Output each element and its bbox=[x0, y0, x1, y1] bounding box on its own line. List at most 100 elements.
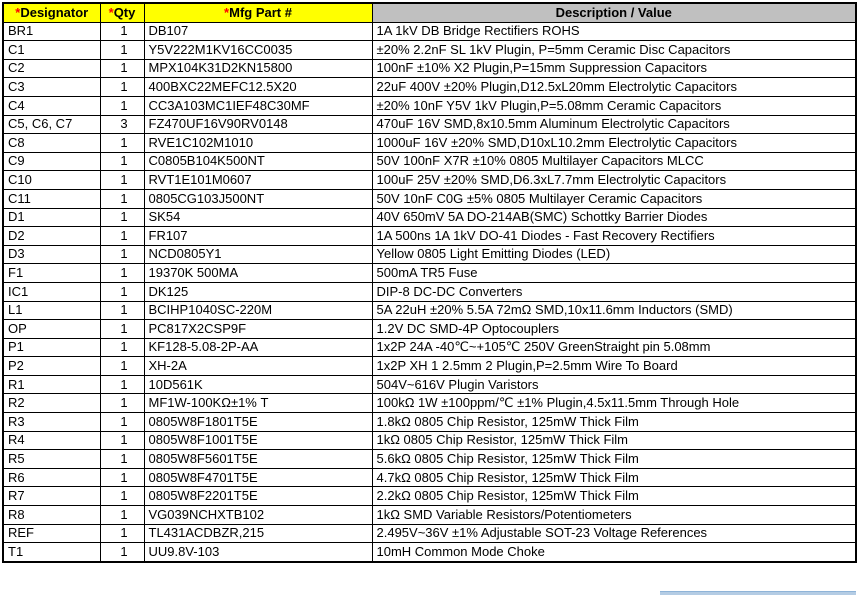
cell-qty: 1 bbox=[99, 374, 145, 395]
cell-designator: REF bbox=[2, 523, 101, 544]
cell-designator: R6 bbox=[2, 467, 101, 488]
cell-qty: 1 bbox=[99, 133, 145, 153]
header-description-label: Description / Value bbox=[555, 4, 672, 20]
header-mfg-part: *Mfg Part # bbox=[143, 2, 373, 23]
cell-mfg-part: RVE1C102M1010 bbox=[143, 133, 373, 153]
cell-mfg-part: NCD0805Y1 bbox=[143, 244, 373, 265]
cell-designator: D3 bbox=[2, 244, 101, 265]
cell-mfg-part: 0805W8F2201T5E bbox=[143, 486, 373, 507]
cell-description: 1.2V DC SMD-4P Optocouplers bbox=[371, 319, 857, 339]
cell-qty: 1 bbox=[99, 542, 145, 563]
header-qty: *Qty bbox=[99, 2, 145, 23]
cell-designator: C11 bbox=[2, 188, 101, 209]
cell-designator: C4 bbox=[2, 95, 101, 116]
table-row: D1 1 SK54 40V 650mV 5A DO-214AB(SMC) Sch… bbox=[2, 207, 857, 228]
cell-description: 50V 100nF X7R ±10% 0805 Multilayer Capac… bbox=[371, 151, 857, 172]
cell-designator: L1 bbox=[2, 300, 101, 321]
cell-mfg-part: RVT1E101M0607 bbox=[143, 170, 373, 190]
cell-qty: 1 bbox=[99, 319, 145, 339]
table-row: P1 1 KF128-5.08-2P-AA 1x2P 24A -40℃~+105… bbox=[2, 337, 857, 358]
cell-qty: 1 bbox=[99, 226, 145, 246]
table-row: T1 1 UU9.8V-103 10mH Common Mode Choke bbox=[2, 542, 857, 563]
cell-qty: 1 bbox=[99, 337, 145, 358]
table-row: BR1 1 DB107 1A 1kV DB Bridge Rectifiers … bbox=[2, 21, 857, 42]
cell-description: 40V 650mV 5A DO-214AB(SMC) Schottky Barr… bbox=[371, 207, 857, 228]
table-row: R4 1 0805W8F1001T5E 1kΩ 0805 Chip Resist… bbox=[2, 430, 857, 451]
cell-description: 5.6kΩ 0805 Chip Resistor, 125mW Thick Fi… bbox=[371, 449, 857, 469]
cell-designator: C5, C6, C7 bbox=[2, 114, 101, 135]
cell-description: 100kΩ 1W ±100ppm/℃ ±1% Plugin,4.5x11.5mm… bbox=[371, 393, 857, 414]
cell-designator: D1 bbox=[2, 207, 101, 228]
cell-designator: C10 bbox=[2, 170, 101, 190]
cell-designator: P1 bbox=[2, 337, 101, 358]
cell-description: 50V 10nF C0G ±5% 0805 Multilayer Ceramic… bbox=[371, 188, 857, 209]
table-row: C9 1 C0805B104K500NT 50V 100nF X7R ±10% … bbox=[2, 151, 857, 172]
cell-mfg-part: 0805W8F1801T5E bbox=[143, 412, 373, 432]
cell-mfg-part: 0805W8F1001T5E bbox=[143, 430, 373, 451]
table-row: C2 1 MPX104K31D2KN15800 100nF ±10% X2 Pl… bbox=[2, 58, 857, 79]
cell-description: 1000uF 16V ±20% SMD,D10xL10.2mm Electrol… bbox=[371, 133, 857, 153]
cell-qty: 1 bbox=[99, 486, 145, 507]
cell-designator: R7 bbox=[2, 486, 101, 507]
table-row: C5, C6, C7 3 FZ470UF16V90RV0148 470uF 16… bbox=[2, 114, 857, 135]
cell-description: 100nF ±10% X2 Plugin,P=15mm Suppression … bbox=[371, 58, 857, 79]
cell-mfg-part: 19370K 500MA bbox=[143, 263, 373, 283]
cell-qty: 1 bbox=[99, 449, 145, 469]
cell-description: Yellow 0805 Light Emitting Diodes (LED) bbox=[371, 244, 857, 265]
cell-description: 1.8kΩ 0805 Chip Resistor, 125mW Thick Fi… bbox=[371, 412, 857, 432]
cell-designator: OP bbox=[2, 319, 101, 339]
cell-mfg-part: 10D561K bbox=[143, 374, 373, 395]
cell-qty: 1 bbox=[99, 467, 145, 488]
cell-qty: 1 bbox=[99, 430, 145, 451]
cell-description: 500mA TR5 Fuse bbox=[371, 263, 857, 283]
cell-designator: R4 bbox=[2, 430, 101, 451]
cell-qty: 1 bbox=[99, 151, 145, 172]
cell-designator: F1 bbox=[2, 263, 101, 283]
cell-description: ±20% 2.2nF SL 1kV Plugin, P=5mm Ceramic … bbox=[371, 40, 857, 60]
cell-qty: 1 bbox=[99, 244, 145, 265]
cell-qty: 1 bbox=[99, 263, 145, 283]
table-row: L1 1 BCIHP1040SC-220M 5A 22uH ±20% 5.5A … bbox=[2, 300, 857, 321]
cell-designator: C3 bbox=[2, 77, 101, 97]
cell-mfg-part: 0805CG103J500NT bbox=[143, 188, 373, 209]
cell-mfg-part: SK54 bbox=[143, 207, 373, 228]
cell-description: 1x2P 24A -40℃~+105℃ 250V GreenStraight p… bbox=[371, 337, 857, 358]
cell-description: 504V~616V Plugin Varistors bbox=[371, 374, 857, 395]
cell-description: 1kΩ 0805 Chip Resistor, 125mW Thick Film bbox=[371, 430, 857, 451]
table-row: D3 1 NCD0805Y1 Yellow 0805 Light Emittin… bbox=[2, 244, 857, 265]
cell-mfg-part: XH-2A bbox=[143, 356, 373, 376]
cell-mfg-part: DB107 bbox=[143, 21, 373, 42]
cell-description: 22uF 400V ±20% Plugin,D12.5xL20mm Electr… bbox=[371, 77, 857, 97]
cell-mfg-part: CC3A103MC1IEF48C30MF bbox=[143, 95, 373, 116]
cell-qty: 1 bbox=[99, 300, 145, 321]
cell-designator: R3 bbox=[2, 412, 101, 432]
cell-qty: 1 bbox=[99, 356, 145, 376]
cell-mfg-part: VG039NCHXTB102 bbox=[143, 505, 373, 525]
cell-description: 2.2kΩ 0805 Chip Resistor, 125mW Thick Fi… bbox=[371, 486, 857, 507]
cell-designator: R1 bbox=[2, 374, 101, 395]
cell-description: 1kΩ SMD Variable Resistors/Potentiometer… bbox=[371, 505, 857, 525]
horizontal-scrollbar-thumb[interactable] bbox=[660, 591, 856, 595]
table-row: C10 1 RVT1E101M0607 100uF 25V ±20% SMD,D… bbox=[2, 170, 857, 190]
table-row: R7 1 0805W8F2201T5E 2.2kΩ 0805 Chip Resi… bbox=[2, 486, 857, 507]
table-row: R6 1 0805W8F4701T5E 4.7kΩ 0805 Chip Resi… bbox=[2, 467, 857, 488]
cell-description: DIP-8 DC-DC Converters bbox=[371, 281, 857, 302]
cell-qty: 1 bbox=[99, 170, 145, 190]
cell-mfg-part: KF128-5.08-2P-AA bbox=[143, 337, 373, 358]
cell-designator: T1 bbox=[2, 542, 101, 563]
header-designator-label: Designator bbox=[20, 4, 89, 20]
required-star: * bbox=[108, 4, 114, 20]
cell-mfg-part: UU9.8V-103 bbox=[143, 542, 373, 563]
cell-mfg-part: FR107 bbox=[143, 226, 373, 246]
cell-description: 1A 1kV DB Bridge Rectifiers ROHS bbox=[371, 21, 857, 42]
cell-mfg-part: MF1W-100KΩ±1% T bbox=[143, 393, 373, 414]
table-row: OP 1 PC817X2CSP9F 1.2V DC SMD-4P Optocou… bbox=[2, 319, 857, 339]
cell-description: 2.495V~36V ±1% Adjustable SOT-23 Voltage… bbox=[371, 523, 857, 544]
cell-description: ±20% 10nF Y5V 1kV Plugin,P=5.08mm Cerami… bbox=[371, 95, 857, 116]
cell-description: 1A 500ns 1A 1kV DO-41 Diodes - Fast Reco… bbox=[371, 226, 857, 246]
required-star: * bbox=[224, 4, 230, 20]
table-row: D2 1 FR107 1A 500ns 1A 1kV DO-41 Diodes … bbox=[2, 226, 857, 246]
table-row: C4 1 CC3A103MC1IEF48C30MF ±20% 10nF Y5V … bbox=[2, 95, 857, 116]
header-description: Description / Value bbox=[371, 2, 857, 23]
